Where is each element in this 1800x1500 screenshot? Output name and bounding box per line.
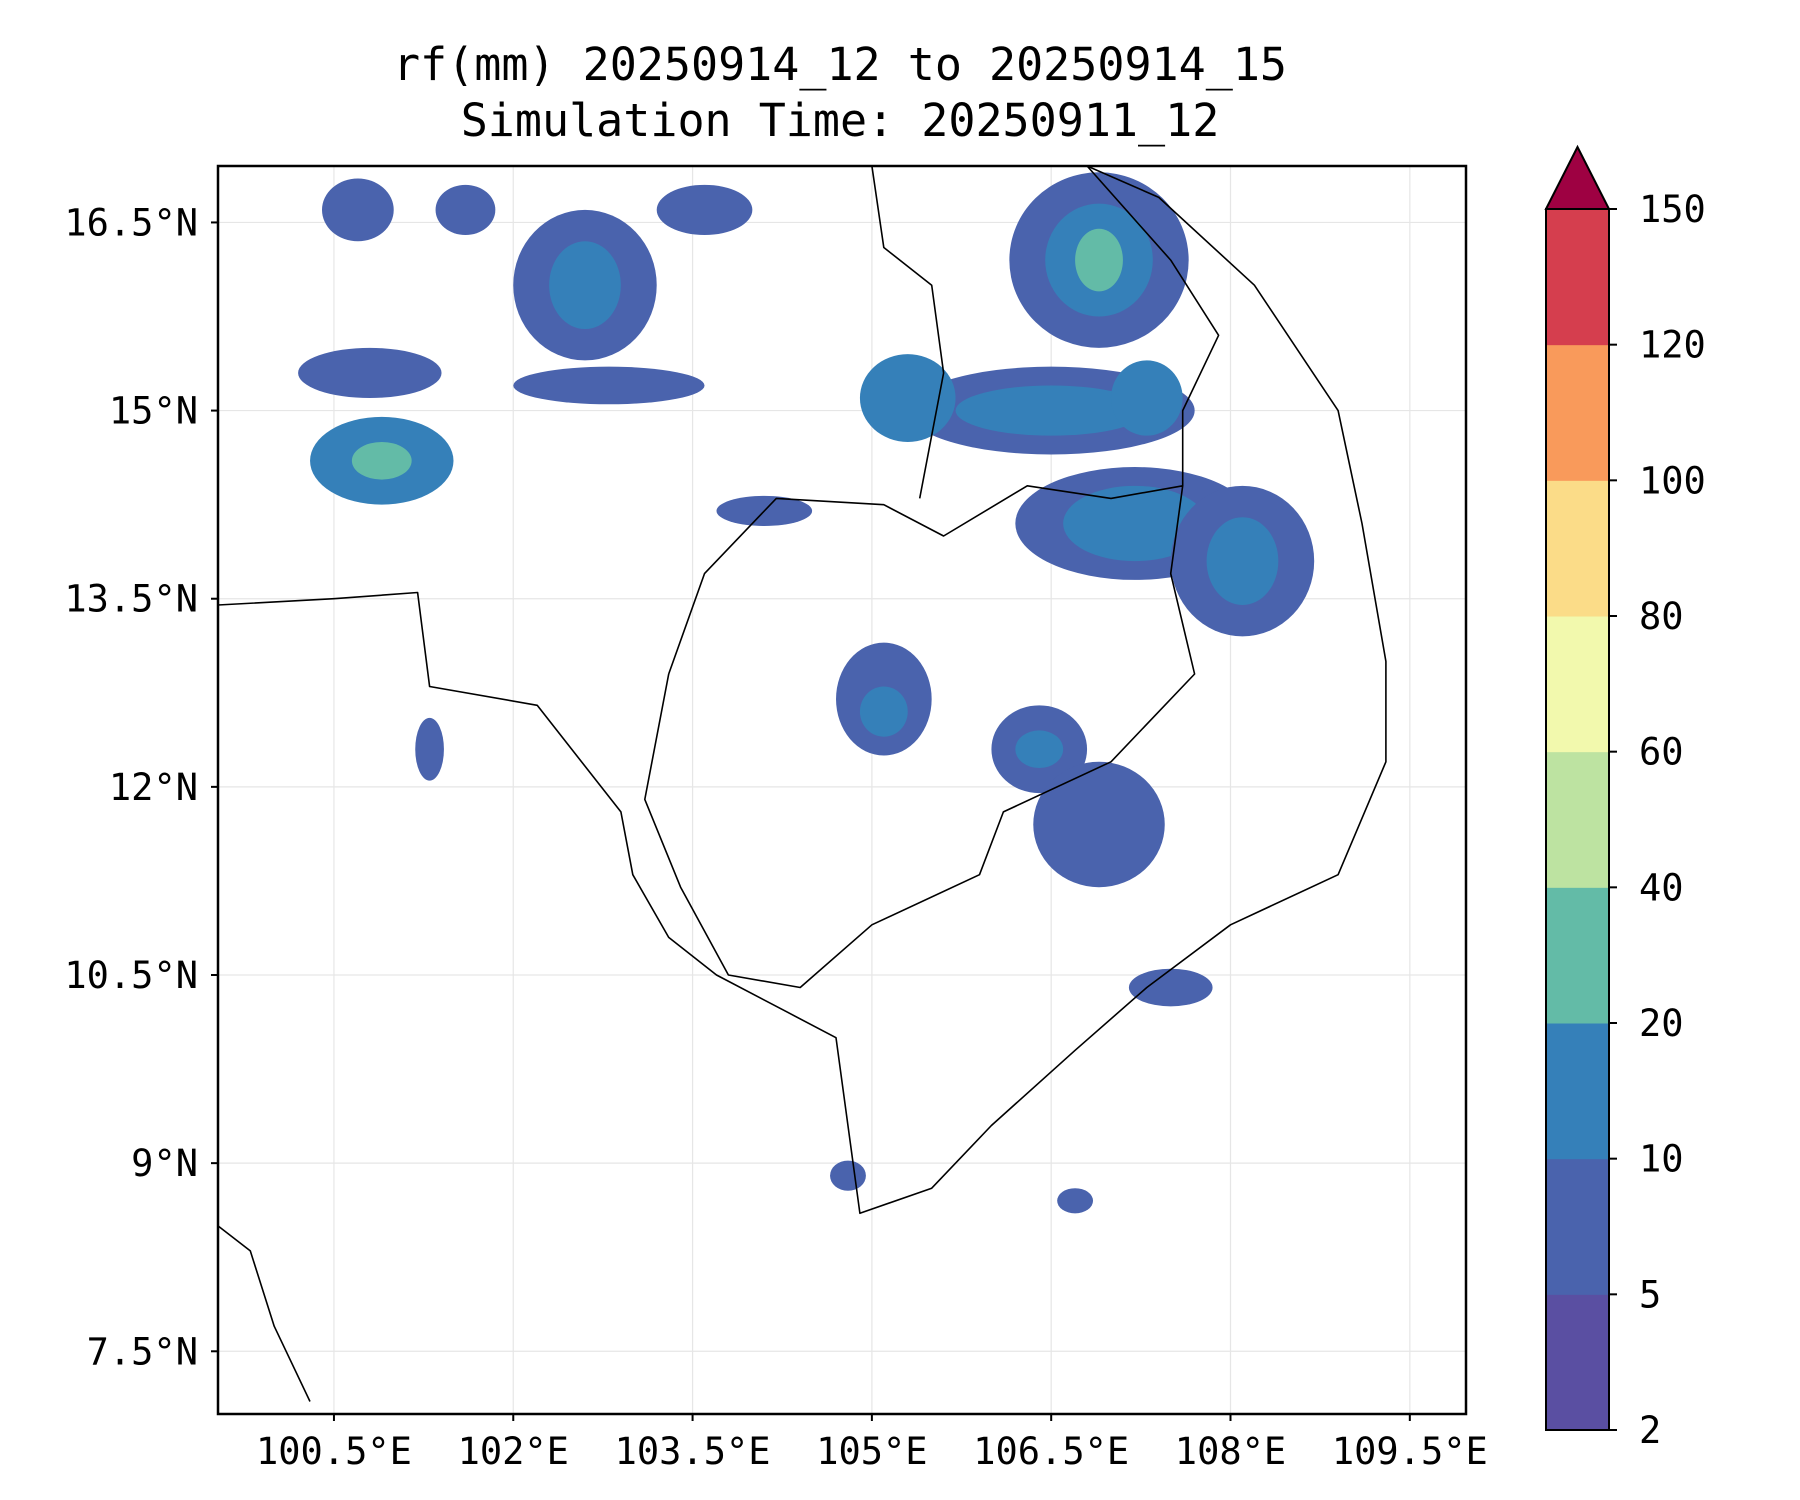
- coastline-borders: [218, 166, 1387, 1402]
- y-axis-ticks: 7.5°N 9°N 10.5°N 12°N 13.5°N 15°N 16.5°N: [64, 201, 218, 1373]
- rain-cell-15: [859, 354, 956, 442]
- rain-cell-14: [955, 385, 1147, 436]
- colorbar: 2 5 10 20 40 60 80 100 120 150: [1544, 144, 1706, 1452]
- colorbar-label-9: 150: [1639, 188, 1706, 231]
- y-tick-label-5: 15°N: [109, 390, 198, 433]
- colorbar-band-4: [1546, 751, 1609, 888]
- colorbar-label-8: 120: [1639, 324, 1706, 367]
- colorbar-label-6: 80: [1639, 595, 1684, 638]
- colorbar-label-0: 2: [1639, 1409, 1661, 1452]
- rain-cell-28: [1057, 1188, 1094, 1214]
- rain-cell-20: [1206, 517, 1279, 605]
- colorbar-band-0: [1546, 1294, 1609, 1431]
- colorbar-label-5: 60: [1639, 731, 1684, 774]
- rain-cell-29: [830, 1160, 866, 1191]
- x-tick-label-5: 108°E: [1175, 1430, 1286, 1473]
- rain-cell-2: [298, 347, 442, 399]
- chart-subtitle: Simulation Time: 20250911_12: [461, 94, 1220, 147]
- colorbar-band-2: [1546, 1023, 1609, 1160]
- x-tick-label-2: 103.5°E: [615, 1430, 771, 1473]
- colorbar-band-1: [1546, 1158, 1609, 1295]
- y-tick-label-0: 7.5°N: [87, 1330, 198, 1373]
- rain-cell-18: [1063, 485, 1207, 562]
- colorbar-band-6: [1546, 480, 1609, 617]
- y-tick-label-1: 9°N: [131, 1142, 198, 1185]
- y-tick-label-2: 10.5°N: [64, 954, 198, 997]
- rain-cell-22: [859, 686, 908, 737]
- rain-cell-24: [1015, 730, 1064, 769]
- rain-cell-25: [1033, 761, 1165, 888]
- rain-cell-6: [549, 241, 621, 330]
- x-axis-ticks: 100.5°E 102°E 103.5°E 105°E 106.5°E 108°E 109.…: [256, 1414, 1488, 1473]
- colorbar-label-1: 5: [1639, 1273, 1661, 1316]
- chart-title: rf(mm) 20250914_12 to 20250914_15: [393, 38, 1287, 91]
- colorbar-label-3: 20: [1639, 1002, 1684, 1045]
- colorbar-frame: [1545, 208, 1610, 1431]
- map-frame: [216, 164, 1468, 1416]
- x-tick-label-0: 100.5°E: [256, 1430, 412, 1473]
- coastline-segment-1: [643, 484, 1196, 989]
- rain-cell-27: [1128, 968, 1213, 1007]
- y-tick-label-3: 12°N: [109, 766, 198, 809]
- rain-cell-9: [415, 717, 444, 781]
- x-tick-label-6: 109.5°E: [1332, 1430, 1488, 1473]
- rain-cell-1: [351, 441, 412, 480]
- x-tick-label-3: 105°E: [816, 1430, 927, 1473]
- colorbar-band-7: [1546, 344, 1609, 481]
- rain-cell-7: [513, 366, 705, 405]
- colorbar-band-8: [1546, 209, 1609, 346]
- rain-cell-8: [656, 184, 753, 235]
- rain-cell-3: [322, 178, 394, 242]
- rain-cell-4: [435, 184, 496, 235]
- y-tick-label-4: 13.5°N: [64, 578, 198, 621]
- colorbar-label-2: 10: [1639, 1138, 1684, 1181]
- coastline-segment-2: [871, 166, 945, 499]
- coastline-segment-3: [1086, 166, 1220, 486]
- colorbar-band-5: [1546, 616, 1609, 753]
- x-tick-label-4: 106.5°E: [973, 1430, 1129, 1473]
- rain-cell-16: [1110, 360, 1183, 436]
- colorbar-label-4: 40: [1639, 866, 1684, 909]
- colorbar-extend-arrow: [1544, 144, 1611, 210]
- colorbar-band-3: [1546, 887, 1609, 1024]
- y-tick-label-6: 16.5°N: [64, 201, 198, 244]
- coastline-segment-0: [218, 166, 1387, 1215]
- colorbar-label-7: 100: [1639, 459, 1706, 502]
- rain-cell-12: [1075, 228, 1123, 292]
- x-tick-label-1: 102°E: [458, 1430, 569, 1473]
- coastline-segment-4: [218, 1225, 311, 1402]
- rainfall-field: [298, 172, 1315, 1214]
